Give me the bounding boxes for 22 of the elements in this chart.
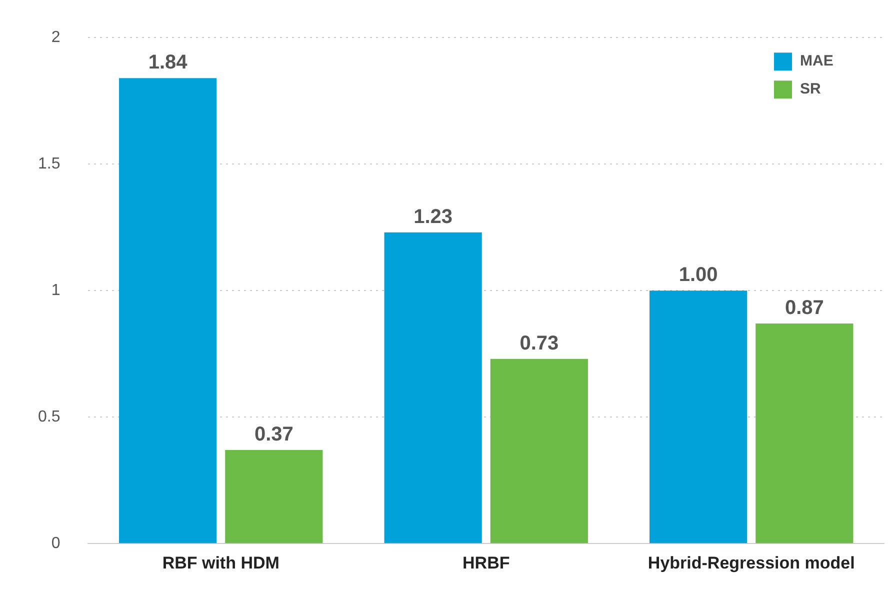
y-tick-label: 2 bbox=[51, 29, 60, 46]
legend-label: SR bbox=[800, 80, 822, 98]
data-label: 1.23 bbox=[414, 206, 453, 228]
bar bbox=[650, 290, 748, 544]
y-tick-label: 1.5 bbox=[38, 156, 60, 173]
bar bbox=[119, 78, 217, 544]
data-label: 0.37 bbox=[254, 424, 294, 446]
x-tick-label: Hybrid-Regression model bbox=[648, 553, 855, 572]
data-label: 0.73 bbox=[520, 332, 559, 354]
bar bbox=[756, 323, 854, 544]
x-tick-label: HRBF bbox=[462, 553, 510, 572]
bar bbox=[490, 358, 588, 544]
bar bbox=[384, 232, 482, 544]
data-label: 0.87 bbox=[784, 297, 824, 320]
y-tick-label: 1 bbox=[51, 282, 60, 300]
y-tick-label: 0.5 bbox=[38, 408, 60, 426]
legend-label: MAE bbox=[800, 52, 834, 70]
data-label: 1.84 bbox=[148, 52, 188, 74]
bar bbox=[225, 450, 323, 544]
x-tick-label: RBF with HDM bbox=[162, 553, 280, 572]
y-tick-label: 0 bbox=[51, 535, 60, 552]
data-label: 1.00 bbox=[678, 264, 718, 286]
